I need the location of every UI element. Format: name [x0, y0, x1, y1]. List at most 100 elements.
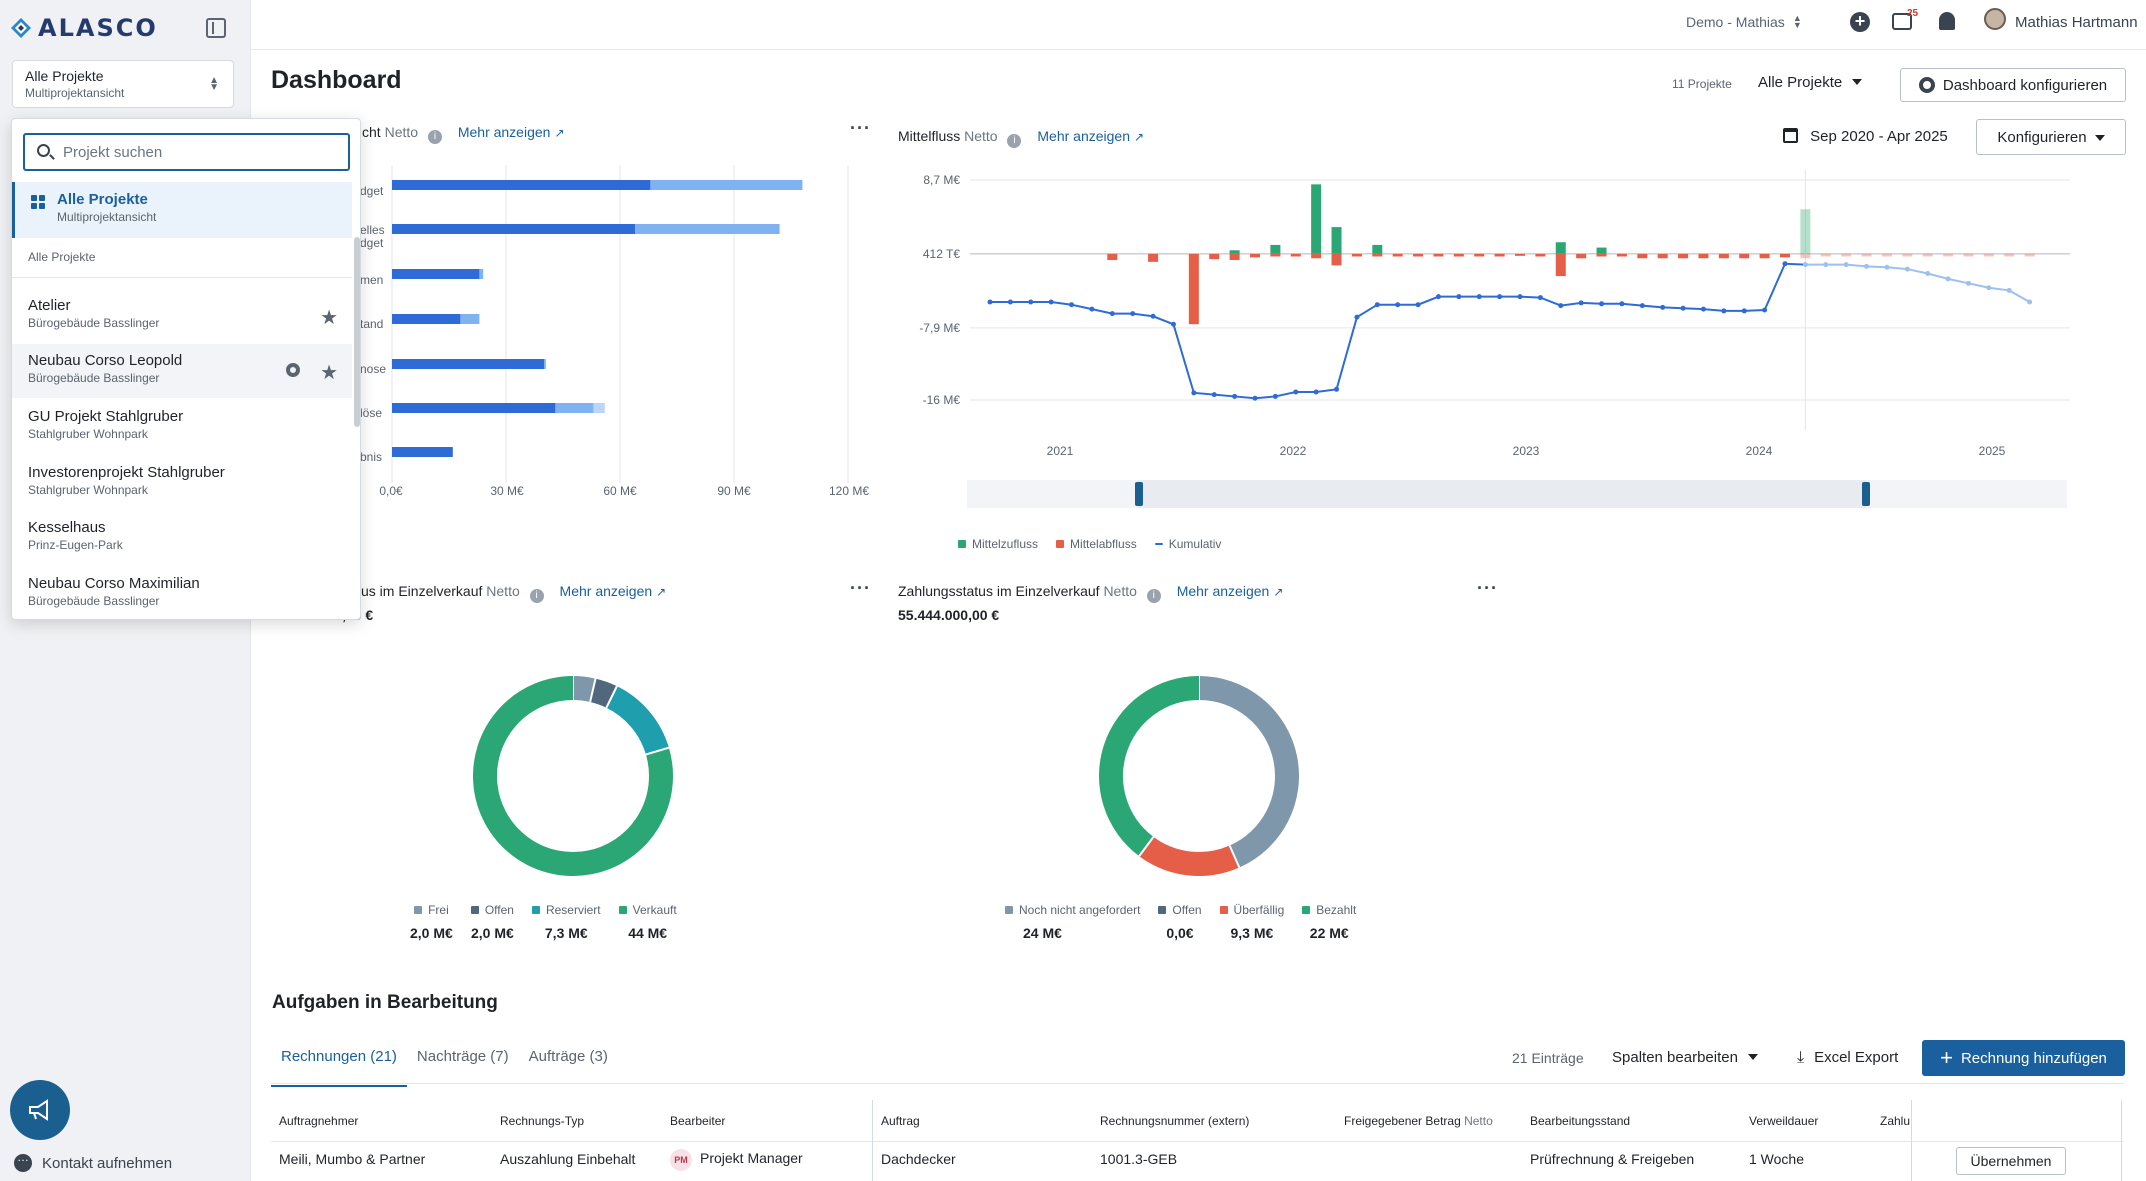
bar — [460, 314, 480, 324]
info-icon[interactable]: i — [1146, 589, 1161, 603]
tab-supplements[interactable]: Nachträge (7) — [416, 1048, 509, 1065]
bar — [392, 447, 453, 457]
bell-icon[interactable] — [1939, 12, 1955, 30]
add-invoice-label: Rechnung hinzufügen — [1960, 1049, 2107, 1067]
megaphone-button[interactable] — [10, 1080, 70, 1140]
column-header[interactable]: Rechnungsnummer (extern) — [1100, 1114, 1250, 1128]
dropdown-selected-title: Alle Projekte — [57, 191, 148, 208]
cell-editor: PM Projekt Manager — [670, 1149, 803, 1171]
legend-inflow[interactable]: Mittelzufluss — [958, 537, 1038, 551]
info-icon[interactable]: i — [529, 589, 544, 603]
donut-slice-gap — [1228, 845, 1241, 868]
payment-legend: Noch nicht angefordert 24 M€ Offen 0,0€ Üb… — [1005, 903, 1356, 941]
cumulative-point — [1252, 395, 1258, 401]
payment-donut-chart — [1099, 676, 1299, 876]
outflow-bar — [1637, 253, 1648, 259]
star-icon[interactable]: ★ — [320, 307, 338, 329]
budget-row-label: tand — [360, 317, 384, 331]
date-range[interactable]: Sep 2020 - Apr 2025 — [1783, 128, 1948, 145]
budget-row-label: men — [360, 273, 384, 287]
excel-export-button[interactable]: Excel Export — [1797, 1049, 1898, 1067]
dropdown-item-all-projects[interactable]: Alle Projekte Multiprojektansicht — [12, 182, 352, 238]
column-header[interactable]: Freigegebener Betrag Netto — [1344, 1114, 1493, 1128]
sales-more-menu-icon[interactable]: ··· — [850, 578, 871, 598]
contact-label: Kontakt aufnehmen — [42, 1154, 173, 1172]
column-divider — [872, 1100, 873, 1181]
column-header[interactable]: Bearbeiter — [670, 1114, 726, 1128]
edit-columns-dropdown[interactable]: Spalten bearbeiten — [1612, 1049, 1758, 1066]
payment-more-link[interactable]: Mehr anzeigen — [1177, 583, 1284, 599]
column-divider — [1911, 1100, 1912, 1181]
legend-outflow[interactable]: Mittelabfluss — [1056, 537, 1137, 551]
logo[interactable]: ALASCO — [10, 14, 158, 42]
payment-more-menu-icon[interactable]: ··· — [1477, 578, 1498, 598]
column-header[interactable]: Auftrag — [881, 1114, 920, 1128]
dropdown-item-name: Kesselhaus — [28, 519, 106, 536]
column-header[interactable]: Verweildauer — [1749, 1114, 1819, 1128]
cashflow-configure-button[interactable]: Konfigurieren — [1976, 119, 2126, 155]
donut-slice-gap — [1138, 836, 1155, 857]
account-switcher[interactable]: Demo - Mathias ▲ ▼ — [1686, 14, 1802, 31]
cumulative-point — [1680, 305, 1686, 311]
take-over-button[interactable]: Übernehmen — [1956, 1147, 2066, 1175]
sales-netto: Netto — [486, 583, 520, 599]
donut-slice — [589, 678, 617, 708]
cumulative-point — [1313, 389, 1319, 395]
inbox-icon[interactable] — [1892, 13, 1912, 30]
table-row[interactable]: Meili, Mumbo & Partner Auszahlung Einbeh… — [271, 1143, 2124, 1181]
info-icon[interactable]: i — [427, 130, 442, 144]
contact-link[interactable]: Kontakt aufnehmen — [14, 1150, 173, 1172]
dropdown-item[interactable]: Investorenprojekt Stahlgruber Stahlgrube… — [12, 456, 352, 510]
tab-invoices[interactable]: Rechnungen (21) — [271, 1040, 407, 1087]
project-filter-dropdown[interactable]: Alle Projekte — [1758, 74, 1862, 91]
outflow-bar — [1657, 253, 1668, 259]
column-header[interactable]: Bearbeitungsstand — [1530, 1114, 1631, 1128]
dropdown-item-sub: Prinz-Eugen-Park — [28, 538, 123, 552]
dropdown-item[interactable]: Neubau Corso Leopold Bürogebäude Basslin… — [12, 344, 352, 398]
column-header[interactable]: Auftragnehmer — [279, 1114, 359, 1128]
dropdown-item[interactable]: GU Projekt Stahlgruber Stahlgruber Wohnp… — [12, 400, 352, 454]
inflow-bar — [1311, 184, 1322, 254]
outflow-bar — [1576, 253, 1587, 259]
sales-more-link[interactable]: Mehr anzeigen — [560, 583, 667, 599]
cumulative-point — [1150, 313, 1156, 319]
x-tick-label: 2022 — [1280, 444, 1307, 458]
dropdown-item[interactable]: Kesselhaus Prinz-Eugen-Park — [12, 511, 352, 565]
outflow-bar — [1943, 253, 1954, 257]
outflow-bar — [1494, 253, 1505, 257]
cashflow-more-link[interactable]: Mehr anzeigen — [1037, 128, 1144, 144]
configure-dashboard-button[interactable]: Dashboard konfigurieren — [1900, 68, 2126, 102]
column-header[interactable]: Rechnungs-Typ — [500, 1114, 585, 1128]
gear-icon[interactable] — [286, 363, 300, 377]
tab-orders[interactable]: Aufträge (3) — [528, 1048, 608, 1065]
collapse-sidebar-icon[interactable] — [206, 18, 226, 38]
legend-item: Reserviert 7,3 M€ — [531, 903, 601, 941]
cumulative-point — [1476, 294, 1482, 300]
sales-donut-chart — [473, 676, 673, 876]
budget-more-link[interactable]: Mehr anzeigen — [458, 124, 565, 140]
budget-row-label: bnis — [360, 450, 383, 464]
cumulative-point — [2006, 287, 2012, 293]
dropdown-item[interactable]: Atelier Bürogebäude Basslinger ★ — [12, 289, 352, 343]
avatar[interactable] — [1984, 8, 2006, 30]
cell-type: Auszahlung Einbehalt — [500, 1151, 636, 1167]
info-icon[interactable]: i — [1007, 134, 1022, 148]
project-select[interactable]: Alle Projekte Multiprojektansicht ▲ ▼ — [12, 60, 234, 108]
add-invoice-button[interactable]: + Rechnung hinzufügen — [1922, 1040, 2125, 1076]
star-icon[interactable]: ★ — [320, 362, 338, 384]
legend-value: 2,0 M€ — [410, 925, 453, 941]
dropdown-scrollbar[interactable] — [354, 237, 360, 427]
outflow-bar — [1413, 253, 1424, 257]
cell-duration: 1 Woche — [1749, 1151, 1804, 1167]
add-circle-icon[interactable]: + — [1850, 12, 1870, 32]
budget-more-menu-icon[interactable]: ··· — [850, 118, 871, 138]
legend-cumulative[interactable]: Kumulativ — [1154, 537, 1221, 551]
table-header: Auftragnehmer Rechnungs-Typ Bearbeiter A… — [271, 1104, 2124, 1142]
cumulative-point — [1069, 302, 1075, 308]
dropdown-item[interactable]: Neubau Corso Maximilian Bürogebäude Bass… — [12, 567, 352, 619]
outflow-bar — [1922, 253, 1933, 257]
project-search-input[interactable]: Projekt suchen — [23, 133, 350, 171]
column-header[interactable]: Zahlu — [1880, 1114, 1911, 1128]
outflow-bar — [1311, 253, 1322, 259]
user-name[interactable]: Mathias Hartmann — [2015, 14, 2138, 31]
